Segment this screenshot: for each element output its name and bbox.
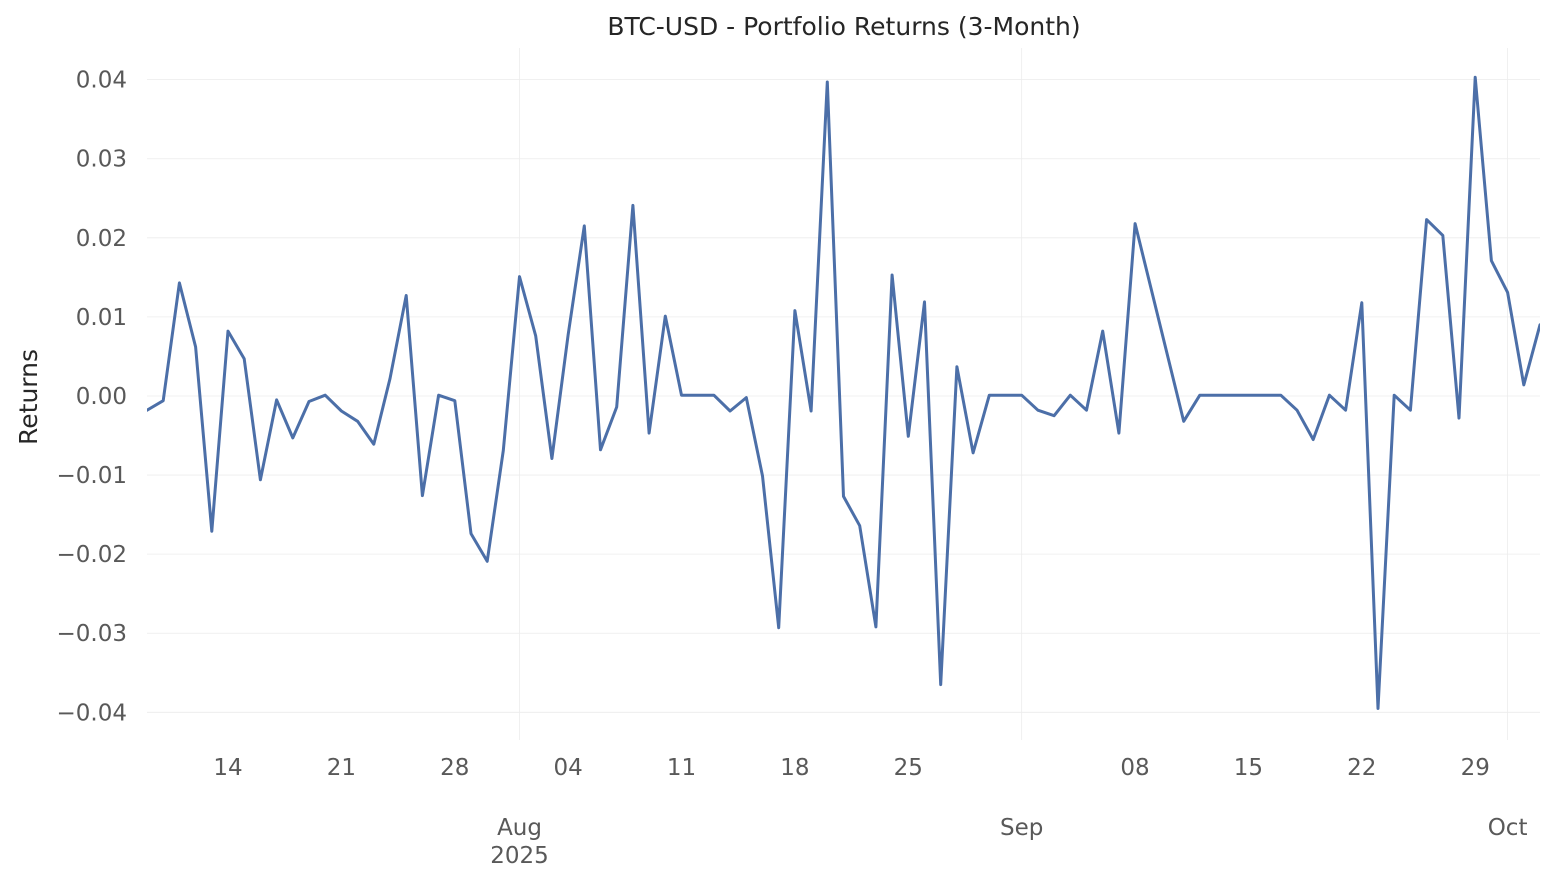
- x-year-label: 2025: [490, 843, 549, 869]
- x-tick-label: 29: [1461, 755, 1490, 781]
- x-tick-label: 08: [1120, 755, 1149, 781]
- x-tick-label: 14: [213, 755, 242, 781]
- y-axis-ticks: −0.04 −0.03 −0.02 −0.01 0.00 0.01 0.02 0.03 0.04: [57, 68, 127, 727]
- x-tick-label: 25: [894, 755, 923, 781]
- y-tick-label: 0.03: [76, 147, 127, 173]
- x-tick-label: 22: [1347, 755, 1376, 781]
- y-tick-label: 0.00: [76, 384, 127, 410]
- y-tick-label: −0.02: [57, 542, 127, 568]
- returns-series-line: [147, 75, 1540, 710]
- x-tick-label: 18: [780, 755, 809, 781]
- x-tick-label: 15: [1234, 755, 1263, 781]
- x-month-label: Oct: [1488, 815, 1528, 841]
- x-tick-label: 28: [440, 755, 469, 781]
- x-month-label: Aug: [497, 815, 542, 841]
- x-tick-label: 04: [553, 755, 582, 781]
- x-tick-label: 21: [327, 755, 356, 781]
- y-tick-label: 0.01: [76, 305, 127, 331]
- y-axis-label: Returns: [14, 349, 43, 445]
- y-tick-label: −0.03: [57, 621, 127, 647]
- x-tick-label: 11: [667, 755, 696, 781]
- chart-title: BTC-USD - Portfolio Returns (3-Month): [607, 12, 1080, 41]
- y-tick-label: 0.04: [76, 68, 127, 94]
- x-month-label: Sep: [1000, 815, 1043, 841]
- y-tick-label: −0.01: [57, 463, 127, 489]
- y-tick-label: −0.04: [57, 700, 127, 726]
- grid-lines: [147, 48, 1540, 740]
- series-layer: [147, 75, 1540, 710]
- y-tick-label: 0.02: [76, 226, 127, 252]
